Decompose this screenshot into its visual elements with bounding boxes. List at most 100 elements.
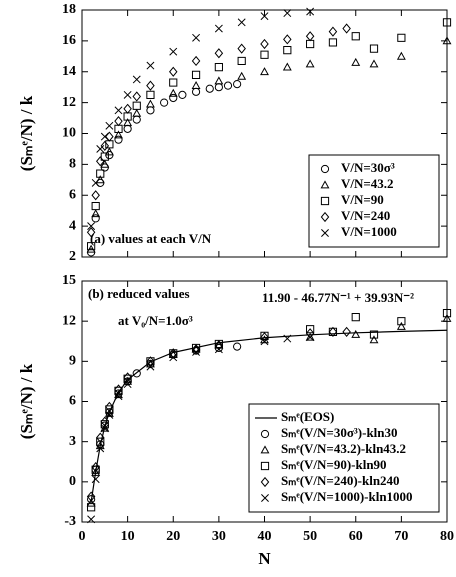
x-tick-label: 70	[394, 529, 408, 544]
point	[123, 118, 133, 127]
point	[105, 410, 114, 419]
point	[123, 103, 132, 114]
point	[237, 43, 246, 54]
fit-line	[90, 329, 448, 503]
point	[91, 190, 100, 201]
point	[192, 348, 201, 356]
legend-marker	[321, 229, 329, 237]
point	[114, 384, 123, 395]
point	[100, 140, 110, 151]
y-axis-label: (Sₘᵉ/N) / k	[17, 363, 36, 439]
point	[282, 62, 292, 71]
point	[191, 87, 201, 96]
point	[123, 124, 132, 133]
point	[114, 116, 123, 127]
point	[132, 91, 142, 102]
y-tick-label: 3	[69, 434, 76, 449]
legend-label: V/N=43.2	[341, 176, 394, 191]
point	[114, 130, 123, 139]
point	[328, 38, 338, 47]
legend-box	[248, 403, 440, 513]
point	[397, 317, 406, 326]
point	[237, 56, 246, 66]
point	[328, 326, 338, 337]
point	[260, 337, 269, 346]
point	[87, 222, 96, 231]
point	[233, 80, 242, 89]
y-tick-label: 14	[62, 64, 76, 79]
point	[214, 345, 223, 354]
point	[86, 498, 96, 507]
legend-marker	[261, 494, 269, 502]
point	[191, 344, 201, 355]
point	[95, 432, 105, 443]
point	[96, 169, 105, 178]
point	[91, 475, 100, 484]
point	[91, 209, 101, 218]
legend-marker	[260, 476, 270, 488]
point	[305, 31, 315, 42]
legend-label: Sₘᵉ(V/N=43.2)-kln43.2	[281, 441, 406, 456]
point	[342, 23, 351, 34]
point	[169, 353, 178, 362]
x-tick-label: 80	[440, 529, 454, 544]
point	[369, 335, 379, 344]
point	[305, 59, 315, 68]
point	[95, 156, 105, 167]
point	[132, 101, 141, 110]
point	[328, 26, 338, 37]
point	[146, 106, 155, 115]
point	[205, 84, 214, 93]
legend-marker	[320, 164, 330, 174]
point	[306, 39, 315, 49]
y-tick-label: 2	[69, 249, 76, 264]
annotation: at V₀/N=1.0σ³	[118, 313, 193, 328]
point	[100, 159, 110, 168]
point	[114, 106, 123, 115]
y-tick-label: 12	[62, 95, 76, 110]
point	[191, 81, 201, 90]
y-tick-label: 18	[62, 2, 76, 17]
point	[214, 83, 223, 92]
point	[237, 71, 247, 80]
point	[283, 9, 292, 18]
point	[191, 55, 201, 67]
legend-marker	[260, 461, 270, 471]
legend-label: Sₘᵉ(V/N=240)-kln240	[281, 473, 400, 488]
point	[100, 420, 109, 429]
y-tick-label: 6	[69, 187, 76, 202]
y-tick-label: 15	[62, 273, 76, 288]
point	[123, 90, 132, 99]
y-tick-label: 12	[62, 313, 76, 328]
legend-marker	[320, 211, 330, 223]
point	[168, 88, 178, 97]
point	[223, 81, 233, 90]
point	[104, 147, 114, 156]
point	[260, 38, 269, 50]
y-tick-label: 9	[69, 354, 76, 369]
legend-label: Sₘᵉ(V/N=90)-kln90	[281, 457, 387, 472]
point	[132, 75, 141, 84]
y-tick-label: 6	[69, 394, 76, 409]
legend-label: Sₘᵉ(V/N=30σ³)-kln30	[281, 425, 398, 440]
point	[87, 495, 96, 504]
point	[91, 178, 100, 187]
annotation: 11.90 - 46.77N⁻¹ + 39.93N⁻²	[262, 290, 414, 305]
legend-label: V/N=30σ³	[341, 160, 395, 175]
point	[192, 33, 201, 42]
x-axis-label: N	[258, 549, 271, 568]
point	[169, 93, 178, 103]
point	[146, 61, 155, 70]
point	[260, 67, 269, 76]
point	[146, 80, 155, 91]
point	[114, 124, 123, 133]
point	[105, 405, 114, 414]
point	[396, 51, 406, 60]
point	[369, 44, 379, 53]
point	[87, 515, 96, 524]
x-tick-label: 10	[121, 529, 135, 544]
point	[283, 34, 292, 45]
point	[91, 201, 100, 211]
